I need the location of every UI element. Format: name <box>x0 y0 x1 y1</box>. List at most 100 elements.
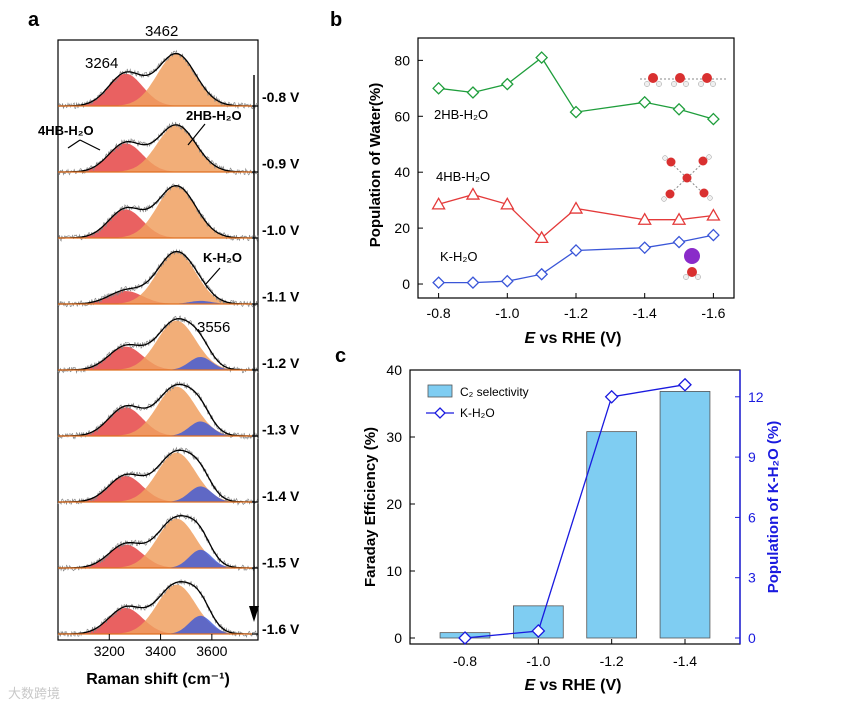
data-point <box>465 187 481 200</box>
x-tick-label: -1.2 <box>600 653 624 669</box>
legend-bar-swatch <box>427 384 453 398</box>
spectrum-raw-2 <box>57 121 259 176</box>
panel-c-legend: C₂ selectivity K-H₂O <box>426 384 529 420</box>
annotation-4hb-arrow-line <box>79 139 101 151</box>
data-point <box>672 102 686 116</box>
data-point <box>706 112 720 126</box>
spectrum-component-9-3264 <box>58 608 258 634</box>
spectrum-fit-3 <box>58 185 258 239</box>
y-tick-label: 0 <box>402 276 410 292</box>
annotation-2hb: 2HB-H₂O <box>186 108 242 123</box>
y-tick-label-right: 3 <box>748 570 756 586</box>
panel-label-a: a <box>28 9 40 31</box>
x-tick-label: -1.4 <box>633 305 657 321</box>
x-tick-label: 3600 <box>196 643 227 659</box>
spectrum-fit-6 <box>58 383 258 437</box>
bar--1.2 <box>586 431 638 639</box>
spectrum-fit-1 <box>58 52 258 107</box>
x-tick-label: -1.0 <box>526 653 550 669</box>
spectrum-component-7-3264 <box>58 476 258 502</box>
panel-c-axes: 0 10 20 30 40 0 3 6 9 12 -0.8 -1.0 -1.2 -1.4 <box>386 362 763 669</box>
panel-c-y-label-left: Faraday Efficiency (%) <box>362 427 379 587</box>
data-point <box>535 51 549 64</box>
y-tick-label-right: 9 <box>748 449 756 465</box>
panel-a-potential-labels: -0.8 V -0.9 V -1.0 V -1.1 V -1.2 V -1.3 V -1.4… <box>262 89 300 637</box>
y-tick-label-left: 30 <box>386 429 402 445</box>
potential-label: -0.8 V <box>262 89 300 105</box>
annotation-kh2o-arrow <box>204 267 221 286</box>
k-h2o-point <box>458 631 472 645</box>
legend-line-label: K-H₂O <box>460 406 495 420</box>
data-point <box>500 197 515 210</box>
data-point <box>431 197 446 210</box>
annotation-2hb-arrow <box>187 123 206 146</box>
panel-a-x-label: Raman shift (cm⁻¹) <box>86 671 230 688</box>
potential-label: -1.3 V <box>262 422 300 438</box>
panel-c-line <box>458 377 692 645</box>
potential-label: -1.5 V <box>262 555 300 571</box>
legend-bar-label: C₂ selectivity <box>460 385 529 399</box>
spectrum-component-9-3462 <box>58 584 258 634</box>
x-tick-label: -1.6 <box>701 305 725 321</box>
spectrum-fit-4 <box>58 250 258 305</box>
panel-c-bars <box>439 391 711 639</box>
panel-label-c: c <box>335 345 346 367</box>
y-tick-label-left: 10 <box>386 563 402 579</box>
potential-label: -1.6 V <box>262 621 300 637</box>
spectrum-fit-5 <box>58 318 258 371</box>
panel-b-series <box>431 51 721 290</box>
panel-c-faraday-efficiency: 0 10 20 30 40 0 3 6 9 12 -0.8 -1.0 -1.2 -1.4 Faraday … <box>362 362 782 694</box>
y-tick-label-left: 20 <box>386 496 402 512</box>
spectrum-component-5-3462 <box>58 320 258 370</box>
spectrum-component-8-3264 <box>58 544 258 568</box>
x-tick-label: 3400 <box>145 643 176 659</box>
data-point <box>638 95 652 109</box>
data-point <box>432 276 446 290</box>
spectrum-component-4-3264 <box>58 291 258 304</box>
panel-b-y-label: Population of Water(%) <box>367 83 384 247</box>
y-tick-label-left: 0 <box>394 630 402 646</box>
peak-label-3556: 3556 <box>197 319 230 336</box>
x-tick-label: -0.8 <box>427 305 451 321</box>
potential-label: -1.0 V <box>262 222 300 238</box>
spectrum-component-3-3462 <box>58 186 258 238</box>
potential-label: -1.2 V <box>262 355 300 371</box>
y-tick-label-right: 6 <box>748 509 756 525</box>
legend-line-marker <box>434 407 446 419</box>
panel-label-b: b <box>330 9 342 31</box>
spectrum-fit-8 <box>58 515 258 569</box>
series-line-0 <box>438 56 714 120</box>
spectrum-component-3-3264 <box>58 209 258 238</box>
panel-a-spectra <box>57 49 259 639</box>
data-point <box>569 105 583 119</box>
peak-label-3264: 3264 <box>85 55 118 72</box>
data-point <box>432 81 446 95</box>
k-h2o-point <box>604 389 619 404</box>
spectrum-component-7-3556 <box>58 486 258 502</box>
panel-a-arrowhead <box>249 606 259 622</box>
potential-label: -1.4 V <box>262 488 300 504</box>
data-point <box>672 235 686 249</box>
panel-b-axes: 0 20 40 60 80 -0.8 -1.0 -1.2 -1.4 -1.6 <box>394 52 725 321</box>
annotation-kh2o: K-H₂O <box>203 250 242 265</box>
x-tick-label: -1.0 <box>495 305 519 321</box>
panel-a-raman-spectra: 3200 3400 3600 Raman shift (cm⁻¹) -0.8 V-0… <box>38 23 300 688</box>
data-point <box>534 230 549 244</box>
data-point <box>466 86 480 99</box>
spectrum-component-4-3462 <box>58 252 258 304</box>
spectrum-component-6-3264 <box>58 407 258 436</box>
annotation-4hb-arrow <box>67 139 81 149</box>
y-tick-label: 80 <box>394 52 410 68</box>
k-h2o-line <box>464 384 686 639</box>
spectrum-component-5-3556 <box>58 357 258 370</box>
spectrum-component-9-3556 <box>58 615 258 634</box>
spectrum-fit-7 <box>58 449 258 503</box>
spectrum-component-7-3462 <box>58 452 258 502</box>
spectrum-component-2-3264 <box>58 143 258 172</box>
data-point <box>500 274 514 288</box>
data-point <box>706 228 720 242</box>
data-point <box>706 208 721 221</box>
data-point <box>466 276 480 290</box>
y-tick-label: 40 <box>394 164 410 180</box>
